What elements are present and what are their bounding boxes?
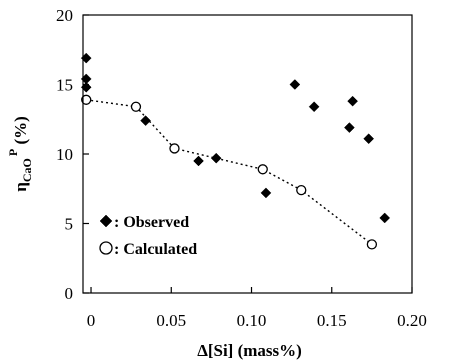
y-tick-label: 15 <box>56 76 73 95</box>
axes: 0 5 10 15 20 0 0.05 0.10 0.15 0.20 <box>56 6 427 330</box>
plot-area <box>80 52 391 250</box>
legend-observed-marker <box>99 214 113 228</box>
y-tick-label: 0 <box>65 284 74 303</box>
y-axis-title-base: η <box>11 182 30 192</box>
legend-observed-label: : Observed <box>114 214 189 231</box>
y-tick-label: 5 <box>65 215 74 234</box>
observed-point <box>308 101 320 113</box>
observed-point <box>193 155 204 167</box>
y-axis-title-superscript: P <box>6 149 20 156</box>
calculated-point <box>257 164 268 175</box>
calculated-point <box>296 184 307 196</box>
calculated-point <box>169 143 180 154</box>
calculated-point <box>130 101 142 112</box>
x-tick-label: 0.15 <box>317 311 347 330</box>
x-tick-label: 0 <box>87 311 96 330</box>
observed-point <box>344 122 355 133</box>
y-axis-title-subscript: CaO <box>20 158 34 182</box>
observed-point <box>347 95 358 107</box>
calculated-point <box>81 94 92 105</box>
observed-point <box>210 152 222 164</box>
y-axis-title: ηCaOP (%) <box>6 116 34 192</box>
observed-point <box>379 212 391 224</box>
x-tick-label: 0.05 <box>156 311 186 330</box>
calculated-line <box>86 99 373 245</box>
y-tick-label: 20 <box>56 6 73 25</box>
observed-point <box>260 187 272 199</box>
legend: : Observed : Calculated <box>99 214 197 258</box>
observed-point <box>140 115 151 126</box>
observed-point <box>363 133 375 145</box>
calculated-point <box>366 239 378 250</box>
y-axis-title-unit: (%) <box>11 116 30 149</box>
x-tick-label: 0.10 <box>237 311 267 330</box>
observed-point <box>289 79 301 90</box>
x-tick-label: 0.20 <box>397 311 427 330</box>
legend-calculated-label: : Calculated <box>114 241 197 258</box>
x-axis-title: Δ[Si] (mass%) <box>197 341 302 360</box>
legend-calculated-marker <box>99 241 113 255</box>
y-tick-label: 10 <box>56 145 73 164</box>
